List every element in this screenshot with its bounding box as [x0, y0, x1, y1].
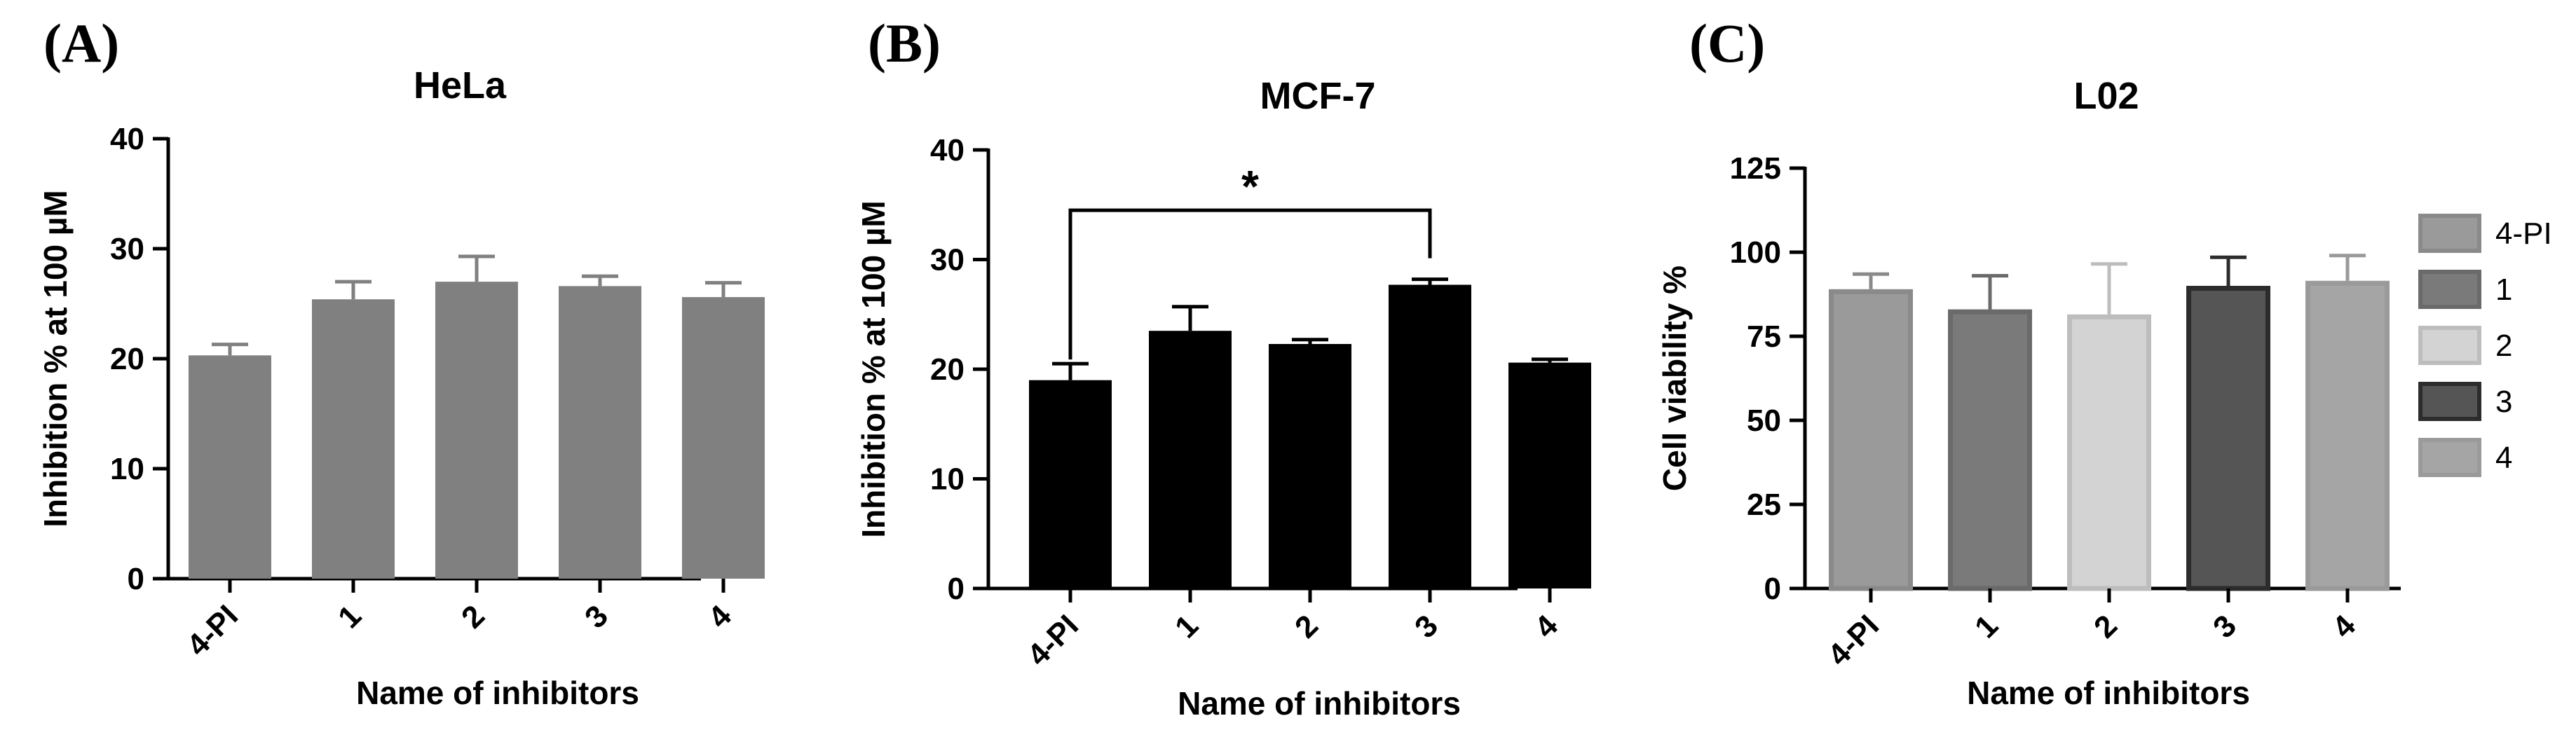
category-label: 4-PI [1821, 608, 1886, 673]
legend-swatch [2418, 214, 2481, 253]
y-tick-label: 30 [930, 243, 965, 277]
y-tick-label: 0 [128, 562, 144, 596]
bar-3 [2186, 286, 2270, 591]
y-tick-label: 125 [1730, 151, 1781, 186]
legend-swatch [2418, 438, 2481, 477]
y-tick-label: 0 [1764, 572, 1781, 606]
chart-title-l02: L02 [2073, 75, 2139, 117]
bar-2 [1269, 344, 1351, 588]
bar-2 [2067, 314, 2151, 591]
y-tick-label: 25 [1747, 488, 1781, 522]
significance-label: * [1241, 161, 1259, 212]
y-tick-label: 30 [110, 232, 144, 266]
x-axis-title-l02: Name of inhibitors [1967, 675, 2250, 711]
y-axis-title-l02: Cell viability % [1656, 266, 1693, 491]
legend-label: 3 [2495, 385, 2512, 419]
legend-swatch [2418, 382, 2481, 421]
bar-4-PI [1029, 380, 1112, 588]
category-label: 1 [1968, 608, 2005, 645]
legend-swatch [2418, 326, 2481, 365]
panel-b: (B) MCF-7 Inhibition % at 100 µM Name of… [855, 13, 1591, 722]
bar-4 [2305, 280, 2390, 591]
legend-label: 4 [2495, 441, 2512, 475]
category-label: 2 [2087, 608, 2124, 645]
legend-swatch [2418, 270, 2481, 309]
panel-letter-a: (A) [43, 13, 119, 74]
bar-1 [312, 299, 395, 579]
bar-3 [559, 286, 641, 579]
x-axis-title-hela: Name of inhibitors [356, 675, 639, 711]
chart-title-mcf7: MCF-7 [1260, 75, 1376, 117]
bar-1 [1948, 309, 2032, 591]
category-label: 2 [455, 598, 491, 635]
panel-letter-c: (C) [1689, 13, 1765, 74]
legend-label: 1 [2495, 273, 2512, 307]
y-tick-label: 40 [110, 122, 144, 156]
y-axis-title-mcf7: Inhibition % at 100 µM [855, 200, 892, 537]
y-tick-label: 100 [1730, 235, 1781, 270]
y-tick-label: 20 [930, 352, 965, 387]
y-tick-label: 40 [930, 133, 965, 167]
y-tick-label: 75 [1747, 319, 1781, 354]
bar-3 [1389, 284, 1471, 588]
category-label: 1 [1168, 608, 1205, 645]
category-label: 2 [1288, 608, 1325, 645]
y-tick-label: 0 [948, 572, 965, 606]
bar-4 [1508, 362, 1591, 588]
legend-label: 2 [2495, 329, 2512, 363]
bar-2 [435, 282, 518, 579]
y-tick-label: 10 [930, 462, 965, 497]
legend-label: 4-PI [2495, 216, 2552, 251]
panel-c: (C) L02 Cell viability % Name of inhibit… [1656, 13, 2552, 711]
y-tick-label: 20 [110, 342, 144, 376]
y-tick-label: 10 [110, 452, 144, 486]
y-tick-label: 50 [1747, 404, 1781, 438]
bar-4-PI [189, 355, 271, 579]
category-label: 4-PI [180, 598, 245, 663]
y-axis-title-hela: Inhibition % at 100 µM [37, 190, 74, 527]
category-label: 4-PI [1021, 608, 1085, 673]
x-axis-title-mcf7: Name of inhibitors [1178, 685, 1461, 722]
panel-letter-b: (B) [868, 13, 941, 74]
plot-area-l02: 0 25 50 75 100 125 4-PI 1 2 3 4 [1730, 151, 2401, 673]
bar-1 [1149, 331, 1232, 588]
category-label: 4 [2326, 608, 2362, 645]
category-label: 4 [1528, 608, 1565, 645]
chart-title-hela: HeLa [414, 64, 507, 106]
bar-4-PI [1829, 289, 1913, 591]
plot-area-mcf7: 0 10 20 30 40 4-PI 1 2 3 4 * [930, 133, 1591, 673]
bar-4 [682, 297, 765, 579]
category-label: 3 [2207, 608, 2243, 645]
category-label: 3 [1408, 608, 1445, 645]
plot-area-hela: 0 10 20 30 40 4-PI 1 2 3 4 [110, 122, 765, 663]
category-label: 4 [702, 598, 738, 635]
legend-l02: 4-PI 1 2 3 4 [2418, 214, 2552, 477]
significance-bracket [1068, 208, 1432, 360]
category-label: 1 [332, 598, 368, 635]
panel-a: (A) HeLa Inhibition % at 100 µM Name of … [37, 13, 765, 711]
category-label: 3 [578, 598, 615, 635]
